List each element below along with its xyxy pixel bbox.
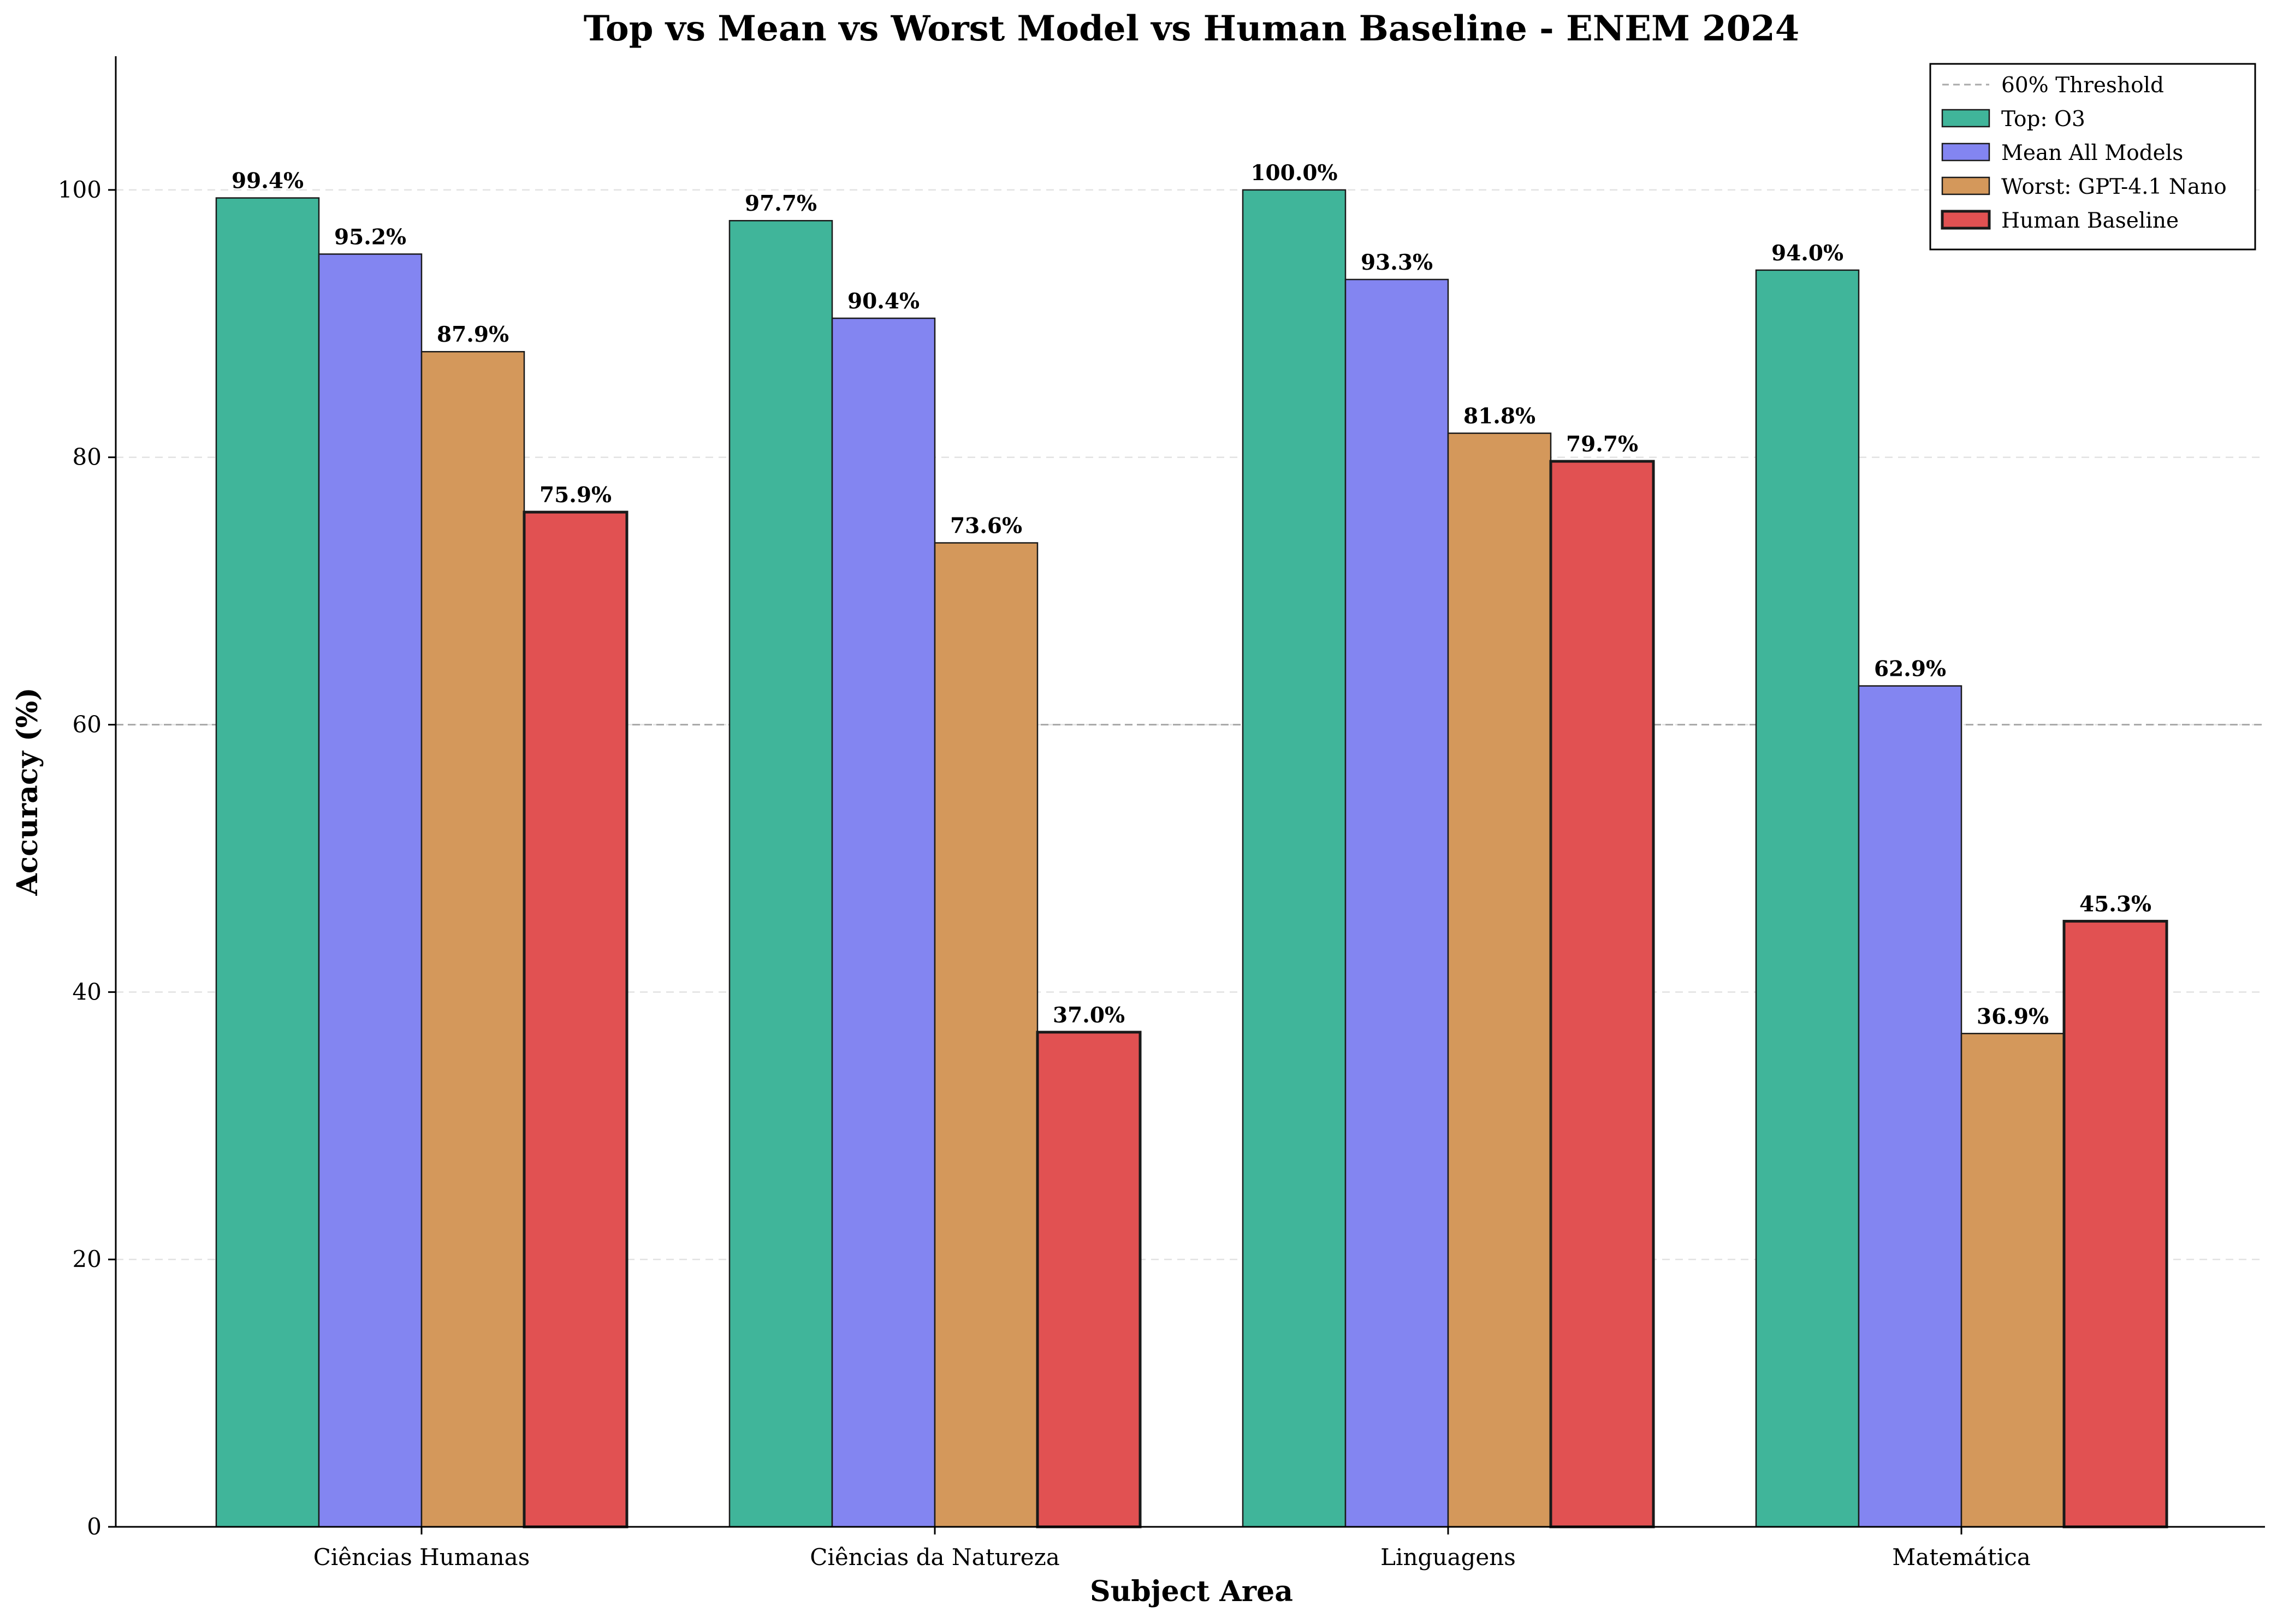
y-tick-labels: 0 20 40 60 80 100 [58, 176, 116, 1540]
legend-label: Top: O3 [2001, 107, 2085, 132]
bar [1858, 685, 1962, 1528]
y-tick-label: 60 [73, 711, 102, 738]
bar-value-label: 73.6% [950, 513, 1022, 538]
bar-value-label: 79.7% [1566, 432, 1638, 457]
bar-value-label: 62.9% [1874, 657, 1946, 682]
bar-value-label: 94.0% [1771, 241, 1843, 266]
bar-value-label: 36.9% [1977, 1004, 2049, 1029]
y-tick-label: 40 [73, 978, 102, 1005]
bar [2062, 920, 2168, 1528]
y-tick-label: 100 [58, 176, 102, 203]
y-axis-label: Accuracy (%) [11, 687, 44, 896]
bar-value-label: 100.0% [1250, 160, 1337, 186]
bar-value-label: 45.3% [2079, 892, 2151, 917]
x-tick-label: Linguagens [1380, 1544, 1516, 1571]
legend-label: Worst: GPT-4.1 Nano [2001, 175, 2227, 199]
legend: 60% Threshold Top: O3 Mean All Models Worst… [1929, 63, 2256, 251]
bar [215, 197, 320, 1528]
bar [1242, 189, 1347, 1528]
y-tick-label: 80 [73, 444, 102, 471]
bar-value-label: 75.9% [539, 483, 612, 508]
legend-items: 60% Threshold Top: O3 Mean All Models Worst… [1941, 73, 2227, 233]
y-tick-label: 0 [87, 1513, 102, 1540]
bar-value-label: 99.4% [232, 169, 304, 194]
legend-label: 60% Threshold [2001, 73, 2164, 98]
bars-group [215, 189, 2168, 1528]
legend-label: Human Baseline [2001, 209, 2179, 233]
legend-swatch [1941, 176, 1990, 195]
bar [1036, 1031, 1142, 1528]
bar-value-label: 93.3% [1361, 250, 1433, 275]
legend-swatch [1941, 210, 1991, 230]
bar-value-label: 97.7% [745, 191, 817, 216]
bar [1344, 278, 1449, 1528]
legend-swatch [1941, 109, 1990, 128]
bar [318, 253, 423, 1528]
bar [1549, 460, 1655, 1528]
x-tick-labels: Ciências Humanas Ciências da Natureza Ling… [313, 1527, 2031, 1571]
bar [1755, 269, 1860, 1528]
bar-value-label: 37.0% [1053, 1003, 1125, 1028]
axes-group [115, 56, 2265, 1528]
x-axis-label: Subject Area [1090, 1575, 1293, 1608]
x-tick-label: Ciências Humanas [313, 1544, 530, 1571]
bar [420, 350, 525, 1528]
y-tick-label: 20 [73, 1246, 102, 1272]
legend-swatch [1941, 142, 1990, 162]
x-tick-label: Matemática [1892, 1544, 2031, 1571]
bar-value-label: 90.4% [847, 289, 920, 314]
bar [523, 510, 628, 1528]
bar [1960, 1033, 2065, 1528]
legend-label: Mean All Models [2001, 141, 2183, 165]
bar [728, 219, 833, 1528]
x-tick-label: Ciências da Natureza [810, 1544, 1059, 1571]
chart-title: Top vs Mean vs Worst Model vs Human Base… [584, 8, 1800, 49]
bar-value-label: 95.2% [334, 224, 406, 249]
bar-value-label: 81.8% [1463, 404, 1535, 429]
bar [934, 542, 1039, 1528]
bar [1447, 432, 1552, 1528]
bar-value-label: 87.9% [437, 322, 509, 347]
data-labels-group: 99.4% 97.7% 100.0% 94.0% 95.2% 90.4% 93.3% 62.9… [232, 160, 2151, 1029]
bar [831, 317, 936, 1528]
